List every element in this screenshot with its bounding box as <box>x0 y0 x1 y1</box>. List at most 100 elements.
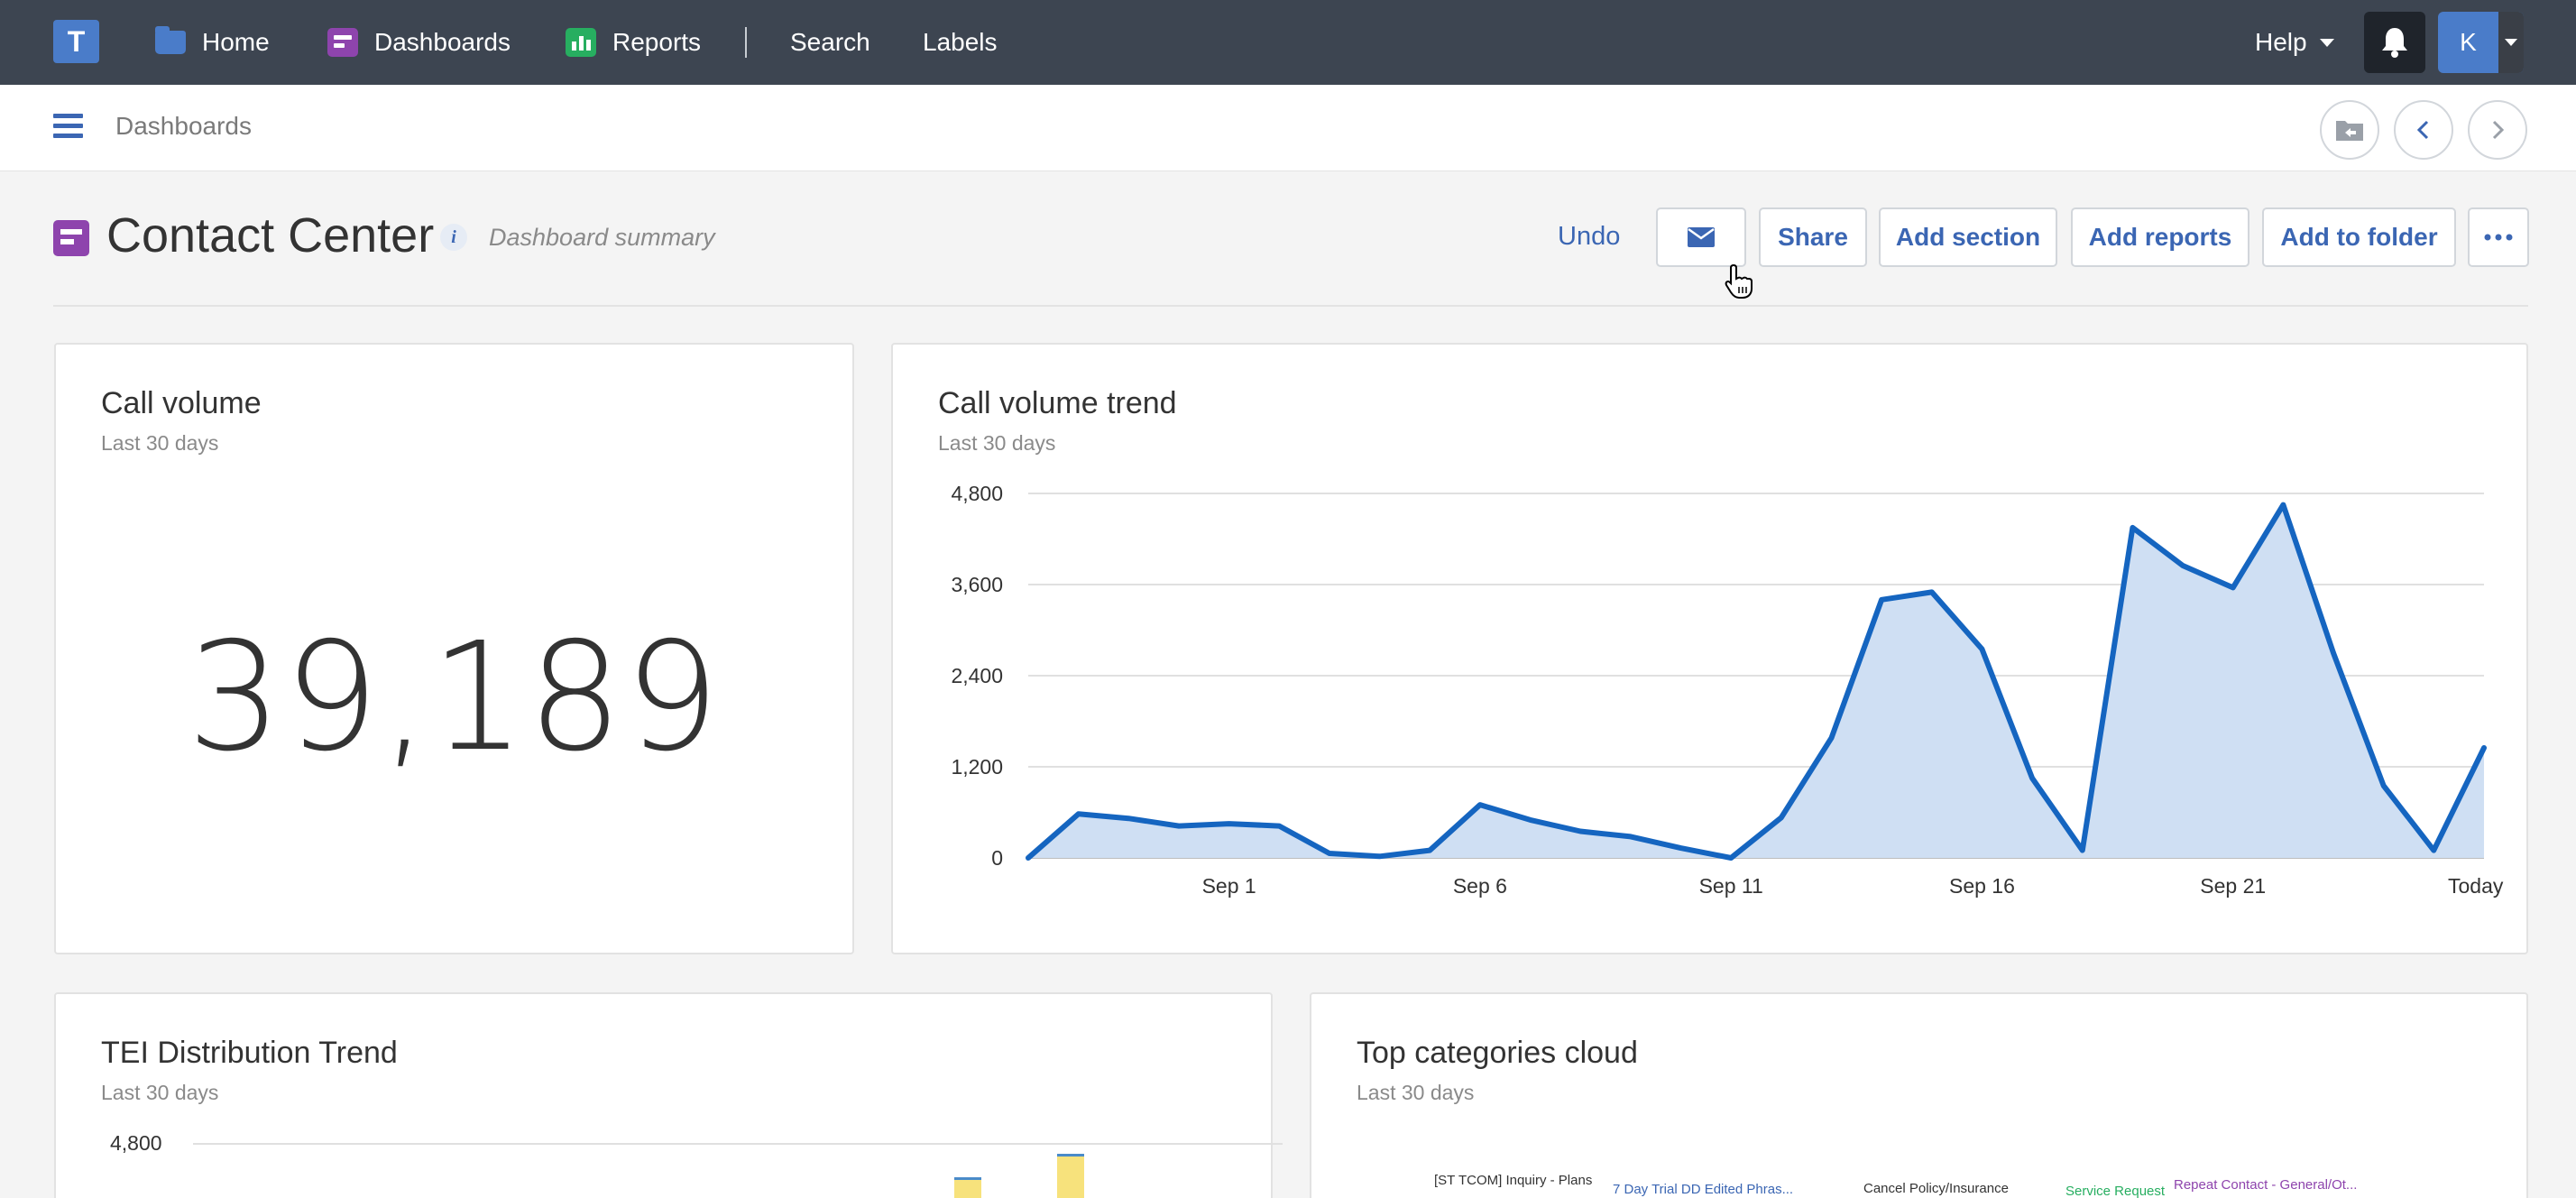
data-point <box>2082 850 2084 852</box>
data-point <box>2131 527 2133 529</box>
data-point <box>1479 804 1481 806</box>
card-title: Call volume <box>101 386 262 420</box>
breadcrumb[interactable]: Dashboards <box>115 112 252 140</box>
data-point <box>2282 504 2284 506</box>
chart-bar <box>1057 1154 1084 1198</box>
card-subtitle: Last 30 days <box>938 431 1056 455</box>
data-point <box>2433 850 2434 852</box>
data-point <box>1278 825 1280 827</box>
email-button[interactable] <box>1656 207 1746 267</box>
card-title: Top categories cloud <box>1357 1036 1638 1070</box>
chevron-left-icon <box>2416 120 2429 140</box>
app-logo[interactable]: T <box>53 20 99 63</box>
menu-icon[interactable] <box>53 114 83 139</box>
page-title: Contact Center <box>106 208 435 263</box>
data-point <box>1780 816 1782 818</box>
nav-home-label: Home <box>202 28 270 56</box>
y-tick-label: 2,400 <box>951 664 1003 687</box>
next-button[interactable] <box>2468 100 2527 160</box>
previous-button[interactable] <box>2394 100 2453 160</box>
chart-bar <box>954 1177 981 1198</box>
add-reports-button[interactable]: Add reports <box>2071 207 2249 267</box>
title-divider <box>53 305 2528 307</box>
cloud-word[interactable]: Service Request <box>2065 1184 2166 1198</box>
y-tick-label: 1,200 <box>951 755 1003 779</box>
add-to-folder-button[interactable]: Add to folder <box>2262 207 2456 267</box>
chevron-down-icon <box>2319 38 2334 47</box>
nav-labels[interactable]: Labels <box>923 0 998 85</box>
data-point <box>2031 778 2033 779</box>
card-subtitle: Last 30 days <box>101 1081 219 1104</box>
more-options-button[interactable] <box>2468 207 2529 267</box>
chevron-down-icon[interactable] <box>2498 12 2524 73</box>
cloud-word[interactable]: Cancel Policy/Insurance <box>1863 1181 2009 1196</box>
top-categories-cloud-card[interactable]: Top categories cloud Last 30 days [ST TC… <box>1310 992 2528 1198</box>
nav-labels-label: Labels <box>923 28 998 56</box>
nav-home[interactable]: Home <box>155 0 270 85</box>
data-point <box>1830 737 1832 739</box>
folder-return-icon <box>2336 121 2363 141</box>
data-point <box>1981 649 1983 650</box>
data-point <box>1931 591 1933 593</box>
nav-search-label: Search <box>790 28 870 56</box>
bell-icon <box>2382 28 2407 58</box>
ellipsis-icon <box>2484 234 2513 241</box>
data-point <box>1881 599 1882 601</box>
cloud-word[interactable]: [ST TCOM] Inquiry - Plans <box>1434 1173 1593 1188</box>
envelope-icon <box>1688 227 1715 247</box>
info-icon[interactable]: i <box>440 224 467 251</box>
data-point <box>1630 835 1632 837</box>
help-menu[interactable]: Help <box>2255 0 2334 85</box>
data-point <box>1429 850 1431 852</box>
x-tick-label: Sep 1 <box>1202 874 1256 898</box>
avatar: K <box>2460 28 2477 56</box>
data-point <box>1127 817 1129 819</box>
x-tick-label: Sep 16 <box>1949 874 2015 898</box>
data-point <box>2383 785 2385 787</box>
y-tick-label: 0 <box>991 846 1003 870</box>
card-title: TEI Distribution Trend <box>101 1036 398 1070</box>
data-point <box>2332 652 2334 654</box>
data-point <box>1027 857 1029 859</box>
data-point <box>1530 819 1532 821</box>
folder-icon <box>155 26 186 54</box>
cloud-word[interactable]: Repeat Contact - General/Ot... <box>2174 1177 2358 1193</box>
data-point <box>1730 857 1732 859</box>
hand-cursor-icon <box>1725 263 1753 299</box>
nav-dashboards[interactable]: Dashboards <box>327 0 511 85</box>
help-label: Help <box>2255 28 2307 56</box>
nav-reports[interactable]: Reports <box>566 0 701 85</box>
x-tick-label: Sep 11 <box>1699 874 1763 898</box>
data-point <box>2232 586 2234 588</box>
gridline <box>193 1143 1283 1145</box>
data-point <box>2182 565 2184 567</box>
nav-dashboards-label: Dashboards <box>374 28 511 56</box>
sub-header: Dashboards <box>0 85 2576 171</box>
area-fill <box>1028 504 2484 858</box>
x-tick-label: Sep 6 <box>1453 874 1507 898</box>
data-point <box>1178 825 1180 827</box>
data-point <box>1680 847 1682 849</box>
bar-chart-icon <box>566 28 596 57</box>
data-point <box>1579 831 1581 833</box>
share-button[interactable]: Share <box>1759 207 1867 267</box>
tei-distribution-card[interactable]: TEI Distribution Trend Last 30 days 4,80… <box>54 992 1283 1198</box>
folder-back-button[interactable] <box>2320 100 2379 160</box>
call-volume-trend-card[interactable]: Call volume trend Last 30 days 0 1,200 2,4… <box>891 343 2528 954</box>
undo-button[interactable]: Undo <box>1558 222 1621 251</box>
data-point <box>1228 823 1230 825</box>
cloud-word[interactable]: 7 Day Trial DD Edited Phras... <box>1613 1182 1794 1197</box>
dashboard-summary[interactable]: Dashboard summary <box>489 224 715 251</box>
card-subtitle: Last 30 days <box>1357 1081 1475 1104</box>
y-tick-label: 4,800 <box>951 482 1003 505</box>
notifications-button[interactable] <box>2364 12 2425 73</box>
nav-reports-label: Reports <box>612 28 702 56</box>
call-volume-card[interactable]: Call volume Last 30 days 39,189 <box>54 343 854 954</box>
add-section-button[interactable]: Add section <box>1879 207 2057 267</box>
dashboard-icon <box>53 220 89 256</box>
nav-search[interactable]: Search <box>790 0 870 85</box>
data-point <box>1379 855 1381 857</box>
call-volume-trend-chart: 0 1,200 2,400 3,600 4,800 Sep 1 Sep 6 Sep 11 Sep… <box>951 482 2503 898</box>
nav-divider <box>745 27 747 58</box>
user-menu-button[interactable]: K <box>2438 12 2524 73</box>
